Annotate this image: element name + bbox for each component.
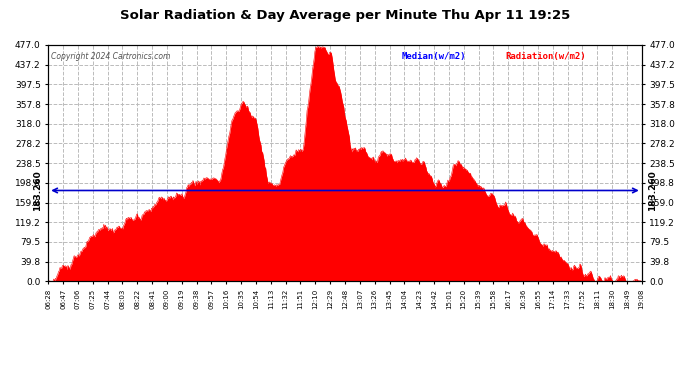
Text: 183.260: 183.260 bbox=[648, 170, 657, 211]
Text: 183.260: 183.260 bbox=[33, 170, 42, 211]
Text: Median(w/m2): Median(w/m2) bbox=[402, 52, 466, 61]
Text: Radiation(w/m2): Radiation(w/m2) bbox=[505, 52, 586, 61]
Text: Copyright 2024 Cartronics.com: Copyright 2024 Cartronics.com bbox=[51, 52, 170, 61]
Text: Solar Radiation & Day Average per Minute Thu Apr 11 19:25: Solar Radiation & Day Average per Minute… bbox=[120, 9, 570, 22]
